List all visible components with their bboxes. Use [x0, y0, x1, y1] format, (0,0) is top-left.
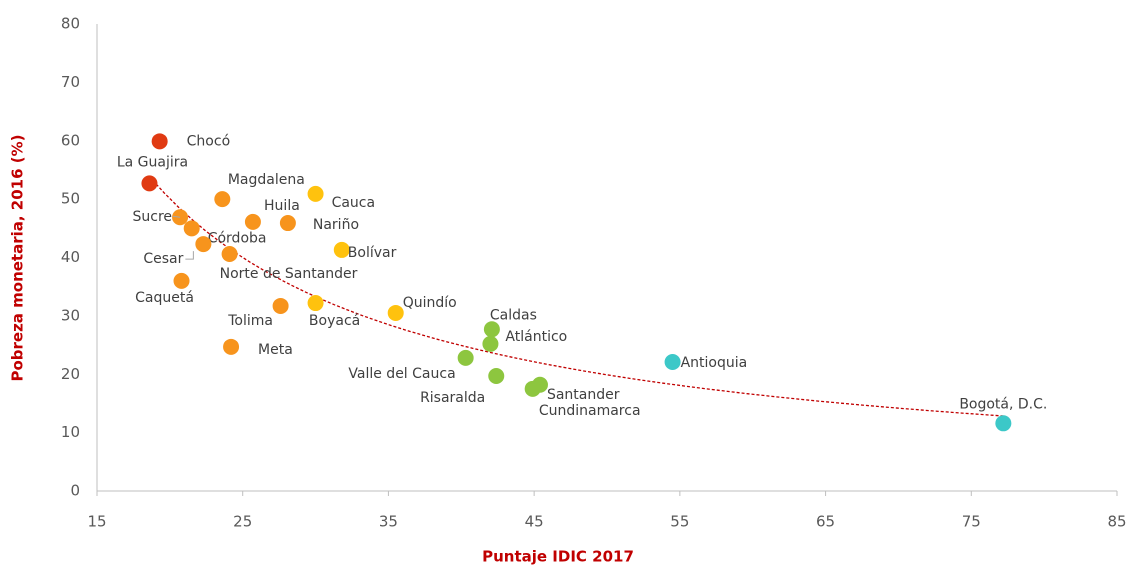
point-label: Huila — [264, 198, 300, 214]
point-label: Valle del Cauca — [348, 366, 455, 382]
point-label: Atlántico — [505, 329, 567, 345]
point — [221, 245, 238, 262]
x-tick-label: 45 — [525, 513, 544, 531]
point — [482, 335, 499, 352]
point-label: Caquetá — [135, 290, 194, 306]
y-tick-label: 40 — [61, 248, 80, 266]
point-label: Santander — [547, 387, 620, 403]
point — [223, 338, 240, 355]
point — [141, 175, 158, 192]
x-tick-label: 85 — [1107, 513, 1126, 531]
point-label: Bogotá, D.C. — [959, 396, 1047, 412]
y-tick-label: 30 — [61, 306, 80, 324]
point — [664, 353, 681, 370]
point — [279, 215, 296, 232]
point-label: Córdoba — [208, 230, 267, 246]
x-tick-label: 35 — [379, 513, 398, 531]
point — [307, 295, 324, 312]
point — [488, 368, 505, 385]
point — [995, 415, 1012, 432]
point — [244, 213, 261, 230]
point — [307, 185, 324, 202]
x-tick-label: 75 — [962, 513, 981, 531]
point-label: Norte de Santander — [220, 266, 358, 282]
leader-line — [172, 215, 181, 218]
x-tick-label: 65 — [816, 513, 835, 531]
point-label: Nariño — [313, 217, 359, 233]
point — [195, 236, 212, 253]
trendline — [149, 176, 1004, 417]
y-tick-label: 60 — [61, 131, 80, 149]
y-tick-label: 10 — [61, 423, 80, 441]
point — [214, 191, 231, 208]
point-label: Cauca — [332, 195, 376, 211]
point-label: Sucre — [133, 209, 173, 225]
point — [333, 241, 350, 258]
point — [457, 349, 474, 366]
point — [151, 133, 168, 150]
point — [173, 272, 190, 289]
point-label: Bolívar — [348, 245, 397, 261]
x-tick-label: 15 — [87, 513, 106, 531]
point — [387, 304, 404, 321]
leader-line — [185, 251, 194, 260]
point — [183, 220, 200, 237]
point-label: La Guajira — [117, 154, 188, 170]
point-label: Risaralda — [420, 390, 485, 406]
y-tick-label: 70 — [61, 73, 80, 91]
point-label: Antioquia — [681, 355, 748, 371]
point-label: Cundinamarca — [539, 403, 641, 419]
x-tick-label: 25 — [233, 513, 252, 531]
point-label: Tolima — [227, 313, 273, 329]
point-label: Caldas — [490, 307, 537, 323]
y-axis-title: Pobreza monetaria, 2016 (%) — [9, 134, 27, 381]
point — [524, 380, 541, 397]
point-label: Quindío — [403, 295, 457, 311]
point — [483, 321, 500, 338]
point-label: Boyacá — [309, 313, 360, 329]
y-tick-label: 0 — [70, 482, 80, 500]
x-tick-label: 55 — [670, 513, 689, 531]
y-tick-label: 50 — [61, 190, 80, 208]
point — [272, 297, 289, 314]
y-tick-label: 80 — [61, 15, 80, 33]
point-label: Meta — [258, 342, 293, 358]
y-tick-label: 20 — [61, 365, 80, 383]
point-label: Cesar — [143, 251, 183, 267]
point-label: Magdalena — [228, 172, 305, 188]
x-axis-title: Puntaje IDIC 2017 — [482, 548, 634, 566]
point-label: Chocó — [187, 133, 230, 149]
